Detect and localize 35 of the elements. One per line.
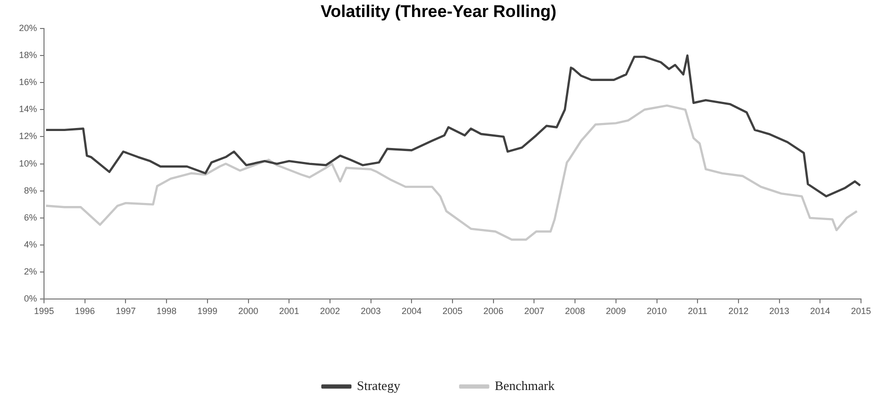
y-tick-label: 16% xyxy=(19,77,38,88)
x-tick-label: 2012 xyxy=(728,306,748,316)
y-tick-label: 10% xyxy=(19,158,38,168)
x-tick-label: 1997 xyxy=(116,306,136,316)
y-tick-label: 2% xyxy=(24,266,38,277)
y-tick-label: 20% xyxy=(19,22,38,33)
x-tick-label: 2006 xyxy=(483,306,504,316)
x-tick-label: 1998 xyxy=(156,306,177,316)
x-tick-label: 2005 xyxy=(442,306,463,316)
x-tick-label: 2009 xyxy=(606,306,626,316)
x-tick-label: 2004 xyxy=(402,306,422,316)
legend-label: Benchmark xyxy=(494,378,556,393)
x-tick-label: 1999 xyxy=(197,306,218,316)
y-tick-label: 4% xyxy=(24,240,38,250)
x-tick-label: 2002 xyxy=(320,306,340,316)
x-tick-label: 1996 xyxy=(74,306,95,316)
y-tick-label: 18% xyxy=(19,50,38,60)
x-tick-label: 2003 xyxy=(360,306,381,316)
chart-title: Volatility (Three-Year Rolling) xyxy=(320,2,556,21)
y-tick-label: 0% xyxy=(24,294,38,304)
x-tick-label: 2010 xyxy=(646,306,667,316)
x-tick-label: 2014 xyxy=(810,306,830,316)
y-tick-label: 14% xyxy=(19,104,38,114)
y-tick-label: 12% xyxy=(19,131,38,142)
x-tick-label: 1995 xyxy=(34,306,54,316)
x-tick-label: 2015 xyxy=(850,306,872,316)
x-tick-label: 2011 xyxy=(688,306,708,316)
x-tick-label: 2007 xyxy=(524,306,544,316)
y-tick-label: 8% xyxy=(24,185,38,196)
x-tick-label: 2000 xyxy=(238,306,258,316)
x-tick-label: 2001 xyxy=(279,306,300,316)
x-tick-label: 2013 xyxy=(769,306,790,316)
x-tick-label: 2008 xyxy=(565,306,586,316)
legend-label: Strategy xyxy=(356,378,401,393)
y-tick-label: 6% xyxy=(24,212,38,222)
